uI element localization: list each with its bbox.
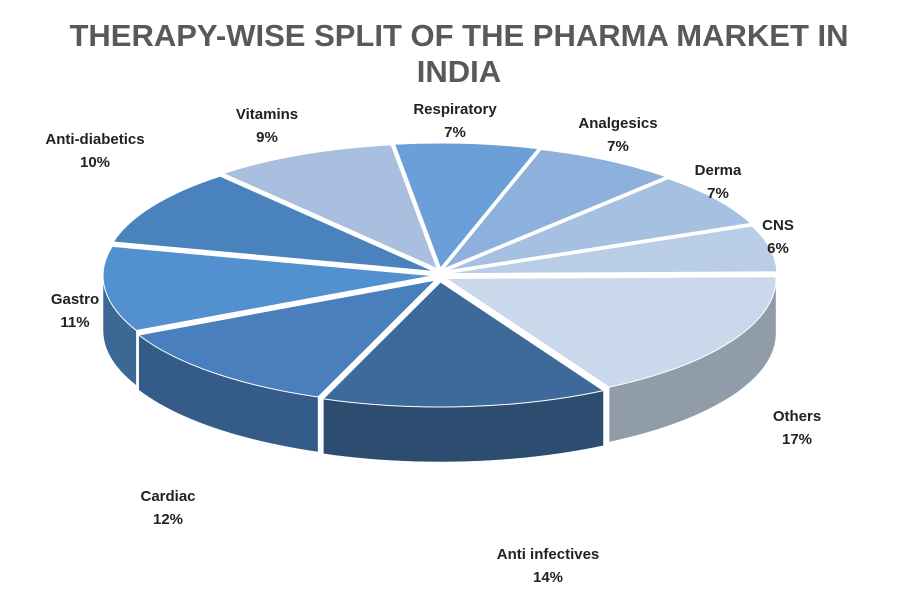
data-label-value: 12% (153, 511, 183, 528)
data-label-name: Respiratory (413, 101, 497, 118)
slice (445, 178, 752, 272)
data-label-value: 6% (767, 240, 789, 257)
data-label-name: Analgesics (578, 115, 657, 132)
data-label-name: Vitamins (236, 106, 298, 123)
slice (444, 276, 777, 388)
data-label-value: 7% (607, 138, 629, 155)
data-label-value: 7% (707, 185, 729, 202)
data-label-value: 7% (444, 124, 466, 141)
data-label-value: 14% (533, 569, 563, 586)
slice (137, 279, 437, 398)
tops (102, 142, 778, 408)
slice (393, 142, 540, 270)
slice (221, 144, 439, 270)
data-label-name: Others (773, 408, 821, 425)
slice (102, 245, 434, 332)
slice (446, 225, 778, 275)
data-label-name: CNS (762, 217, 794, 234)
chart-title: THERAPY-WISE SPLIT OF THE PHARMA MARKET … (69, 18, 849, 89)
slice (322, 281, 605, 408)
slice (112, 175, 435, 272)
data-label-name: Anti infectives (497, 546, 600, 563)
data-label-name: Derma (695, 162, 742, 179)
data-label-name: Anti-diabetics (45, 131, 144, 148)
slice (443, 148, 668, 270)
data-label-value: 17% (782, 431, 812, 448)
data-label-value: 10% (80, 154, 110, 171)
data-label-value: 11% (60, 314, 89, 331)
data-label-value: 9% (256, 129, 278, 146)
data-label-name: Cardiac (140, 488, 195, 505)
data-label-name: Gastro (51, 291, 99, 308)
